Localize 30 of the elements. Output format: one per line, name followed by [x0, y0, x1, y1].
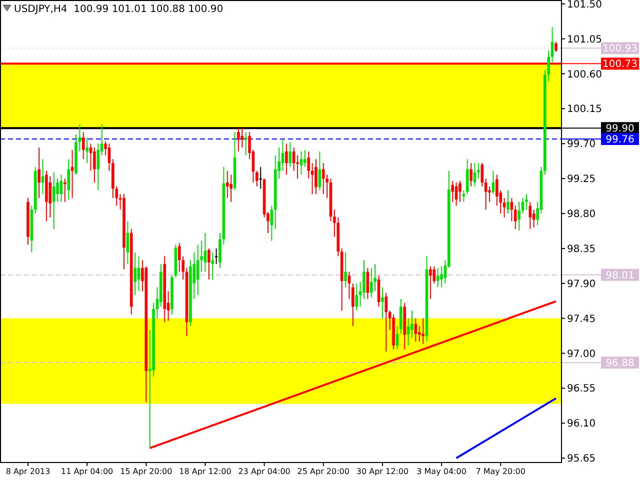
x-tick-label: 8 Apr 2013 — [6, 467, 50, 476]
ref-line-label: 99.90 — [606, 124, 634, 135]
y-tick-label: 99.70 — [567, 139, 596, 150]
y-tick-label: 101.05 — [567, 34, 602, 46]
y-tick-label: 95.65 — [567, 454, 596, 465]
y-tick-label: 97.90 — [567, 278, 596, 290]
y-tick-label: 101.50 — [567, 0, 602, 10]
y-tick-label: 99.25 — [567, 174, 596, 186]
x-tick-label: 30 Apr 12:00 — [356, 467, 409, 476]
x-tick-label: 3 May 04:00 — [416, 467, 466, 476]
x-tick-label: 11 Apr 04:00 — [60, 467, 114, 476]
ref-line-label: 96.88 — [606, 358, 634, 370]
chart-title: USDJPY,H4 100.99 101.01 100.88 100.90 — [14, 4, 224, 15]
y-tick-label: 96.10 — [567, 418, 596, 430]
y-tick-label: 97.00 — [567, 348, 596, 360]
y-tick-label: 97.45 — [567, 314, 596, 325]
y-tick-label: 96.55 — [567, 384, 596, 395]
y-tick-label: 98.80 — [567, 209, 596, 220]
x-tick-label: 15 Apr 20:00 — [120, 467, 172, 476]
x-tick-label: 23 Apr 04:00 — [238, 467, 290, 476]
x-tick-label: 18 Apr 12:00 — [179, 467, 232, 476]
x-tick-label: 7 May 20:00 — [476, 467, 526, 476]
y-tick-label: 100.60 — [567, 69, 602, 80]
ref-line-label: 100.73 — [602, 59, 638, 70]
ref-line-label: 99.76 — [606, 134, 634, 146]
y-tick-label: 100.15 — [567, 104, 602, 116]
ref-line-label: 98.01 — [606, 270, 634, 282]
x-tick-label: 25 Apr 20:00 — [297, 467, 350, 476]
ref-line-label: 100.93 — [602, 44, 638, 55]
y-tick-label: 98.35 — [567, 244, 596, 255]
